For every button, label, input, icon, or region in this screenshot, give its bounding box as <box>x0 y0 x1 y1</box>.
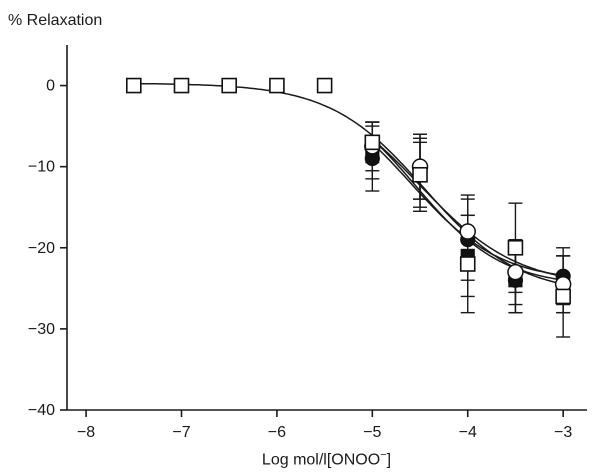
x-tick-label: −4 <box>459 424 477 441</box>
y-tick-label: −20 <box>28 240 55 257</box>
point-open-square <box>221 77 238 94</box>
x-axis-label-superscript: − <box>380 449 387 461</box>
y-axis-label: % Relaxation <box>8 12 103 29</box>
x-tick-label: −8 <box>77 424 95 441</box>
point-open-square <box>269 77 285 94</box>
x-tick-label: −7 <box>172 424 190 441</box>
y-tick-label: 0 <box>46 78 55 95</box>
y-tick-label: −40 <box>28 402 55 419</box>
axes: 0 −10 −20 −30 −40 −8 −7 −6 −5 −4 −3 <box>28 45 587 441</box>
x-tick-label: −6 <box>268 424 286 441</box>
fit-curves <box>133 82 564 285</box>
point-open-circle <box>459 223 476 240</box>
point-open-square <box>555 288 571 305</box>
y-tick-label: −30 <box>28 321 55 338</box>
point-open-square <box>507 239 524 256</box>
x-tick-label: −5 <box>363 424 381 441</box>
point-open-square <box>173 77 190 94</box>
x-axis-label-close: ] <box>386 451 392 469</box>
point-open-square <box>125 77 142 94</box>
point-open-square <box>316 77 333 94</box>
data-markers <box>125 77 572 305</box>
point-open-circle <box>507 263 524 281</box>
fit-curve-series-4 <box>133 82 564 285</box>
x-axis-label-text: Log mol/l[ONOO <box>261 451 381 469</box>
point-open-square <box>364 134 381 151</box>
point-open-square <box>412 166 428 183</box>
point-open-square <box>459 256 476 272</box>
x-axis-label: Log mol/l[ONOO−] <box>0 449 615 469</box>
y-tick-label: −10 <box>28 159 55 176</box>
x-tick-label: −3 <box>554 424 572 441</box>
